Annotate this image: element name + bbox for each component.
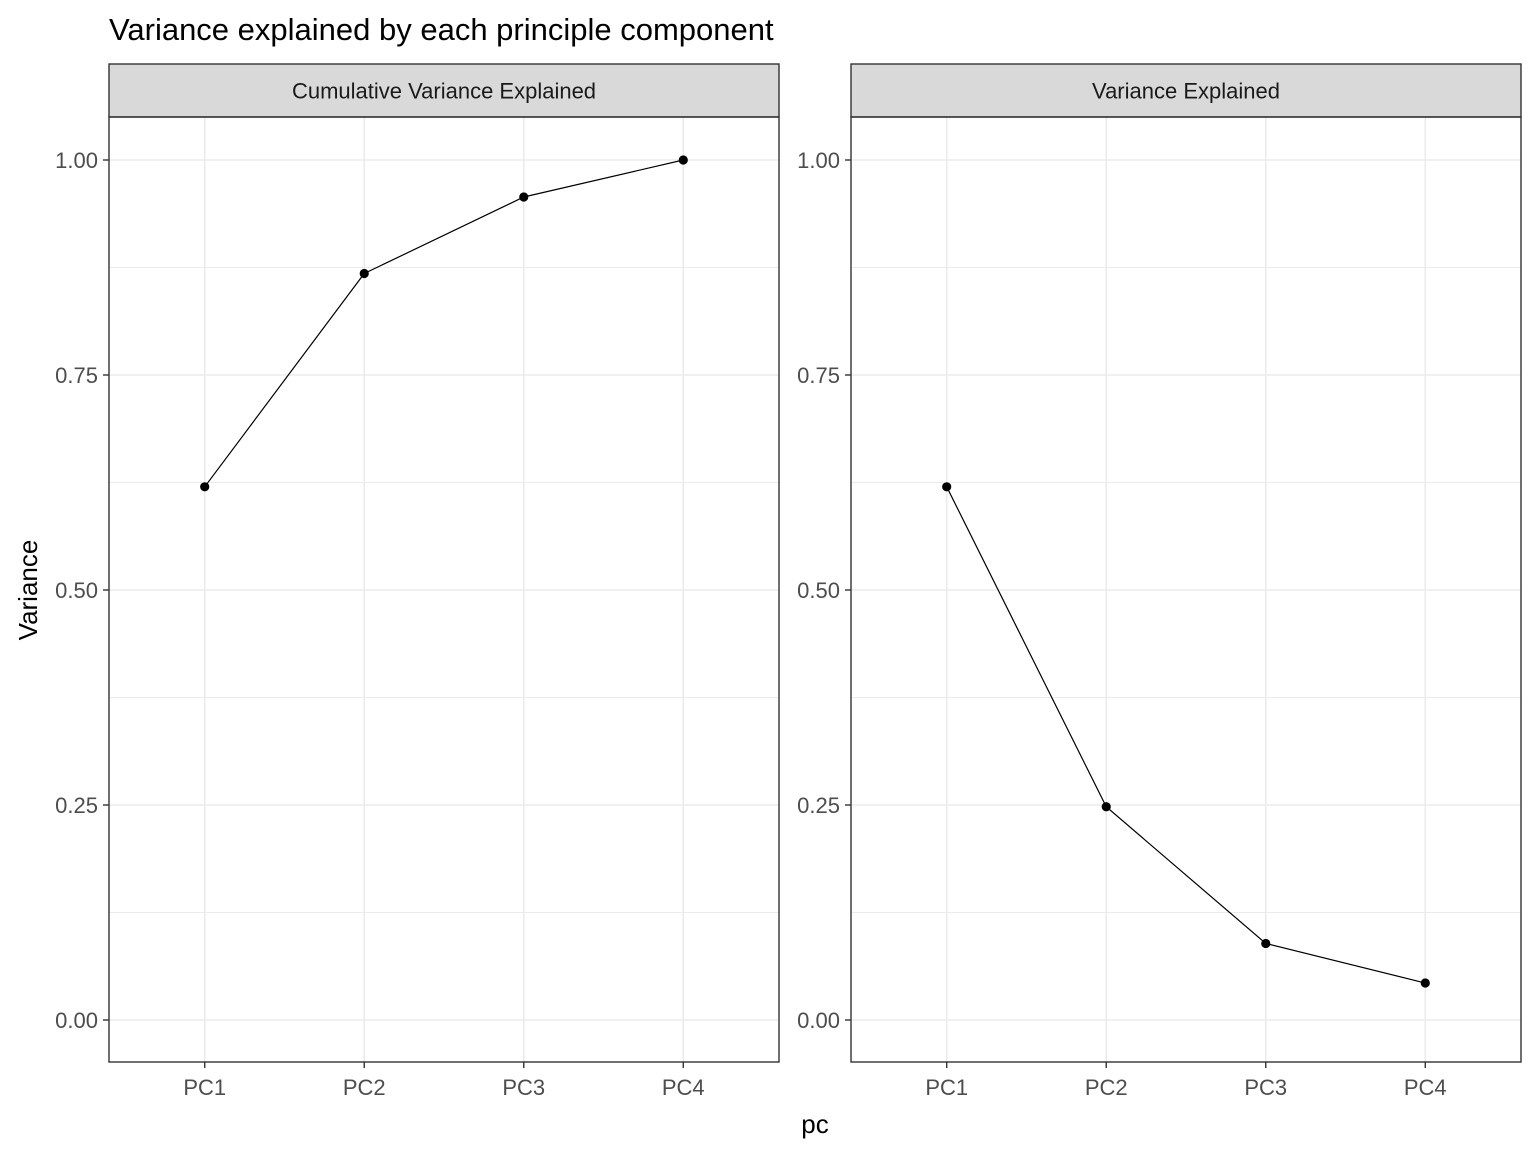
x-tick-label: PC3	[502, 1075, 545, 1100]
x-tick-label: PC2	[343, 1075, 386, 1100]
x-tick-label: PC4	[1404, 1075, 1447, 1100]
data-point-pc4	[678, 155, 688, 165]
x-tick-label: PC1	[925, 1075, 968, 1100]
panel-border-2	[850, 116, 1522, 1063]
data-point-pc2	[359, 268, 369, 279]
y-tick-label: 0.25	[797, 793, 840, 818]
data-point-pc4	[1420, 978, 1430, 988]
y-tick-label: 0.00	[55, 1008, 98, 1033]
y-tick-label: 0.50	[797, 578, 840, 603]
y-tick-label: 1.00	[55, 148, 98, 173]
series-line-1	[204, 159, 684, 488]
y-tick-label: 1.00	[797, 148, 840, 173]
facet-panels: Cumulative Variance Explained 0.00 0.25 0.5…	[55, 63, 1522, 1100]
data-point-pc1	[942, 482, 952, 492]
facet-strip-label-2: Variance Explained	[1092, 79, 1280, 104]
data-point-pc1	[200, 482, 210, 492]
facet-panel-1: Cumulative Variance Explained 0.00 0.25 0.5…	[55, 63, 780, 1100]
x-tick-label: PC1	[183, 1075, 226, 1100]
y-tick-label: 0.75	[55, 363, 98, 388]
x-tick-label: PC4	[662, 1075, 705, 1100]
data-point-pc3	[519, 192, 529, 202]
data-point-pc2	[1101, 802, 1111, 812]
y-tick-label: 0.50	[55, 578, 98, 603]
y-axis-title: Variance	[13, 540, 43, 641]
panel-border-1	[108, 116, 780, 1063]
y-tick-label: 0.75	[797, 363, 840, 388]
x-axis-title: pc	[801, 1109, 828, 1139]
data-point-pc3	[1261, 938, 1271, 949]
x-tick-label: PC2	[1085, 1075, 1128, 1100]
y-tick-label: 0.00	[797, 1008, 840, 1033]
facet-strip-1	[108, 63, 780, 118]
y-tick-label: 0.25	[55, 793, 98, 818]
chart-title: Variance explained by each principle com…	[109, 12, 774, 47]
x-tick-label: PC3	[1244, 1075, 1287, 1100]
series-line-2	[946, 486, 1426, 984]
facet-strip-label-1: Cumulative Variance Explained	[292, 79, 596, 104]
facet-panel-2: Variance Explained 0.00 0.25 0.50 0.75 1.00 PC…	[797, 63, 1522, 1100]
